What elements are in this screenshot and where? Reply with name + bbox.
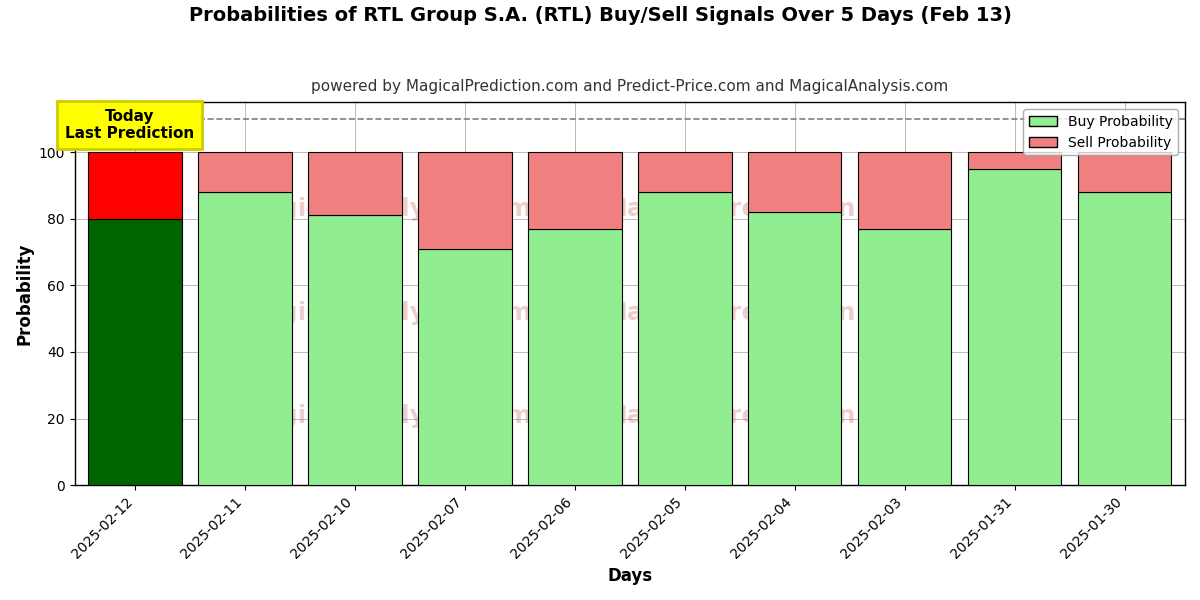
Text: Today
Last Prediction: Today Last Prediction [65, 109, 194, 141]
Bar [308, 215, 402, 485]
Bar [1078, 152, 1171, 192]
Bar [1078, 192, 1171, 485]
Bar [198, 152, 292, 192]
Bar [968, 169, 1061, 485]
Bar [858, 152, 952, 229]
Bar [638, 192, 732, 485]
Bar [748, 212, 841, 485]
Legend: Buy Probability, Sell Probability: Buy Probability, Sell Probability [1024, 109, 1178, 155]
Title: powered by MagicalPrediction.com and Predict-Price.com and MagicalAnalysis.com: powered by MagicalPrediction.com and Pre… [311, 79, 948, 94]
Text: MagicalPrediction.com: MagicalPrediction.com [602, 197, 924, 221]
Bar [89, 152, 182, 219]
Text: MagicalAnalysis.com: MagicalAnalysis.com [239, 301, 533, 325]
Bar [419, 152, 511, 249]
Text: MagicalAnalysis.com: MagicalAnalysis.com [239, 197, 533, 221]
Bar [528, 152, 622, 229]
Text: MagicalAnalysis.com: MagicalAnalysis.com [239, 404, 533, 428]
Bar [968, 152, 1061, 169]
Bar [528, 229, 622, 485]
Bar [198, 192, 292, 485]
Bar [308, 152, 402, 215]
X-axis label: Days: Days [607, 567, 653, 585]
Text: MagicalPrediction.com: MagicalPrediction.com [602, 301, 924, 325]
Bar [89, 219, 182, 485]
Bar [748, 152, 841, 212]
Text: Probabilities of RTL Group S.A. (RTL) Buy/Sell Signals Over 5 Days (Feb 13): Probabilities of RTL Group S.A. (RTL) Bu… [188, 6, 1012, 25]
Bar [858, 229, 952, 485]
Y-axis label: Probability: Probability [16, 242, 34, 345]
Text: MagicalPrediction.com: MagicalPrediction.com [602, 404, 924, 428]
Bar [638, 152, 732, 192]
Bar [419, 249, 511, 485]
